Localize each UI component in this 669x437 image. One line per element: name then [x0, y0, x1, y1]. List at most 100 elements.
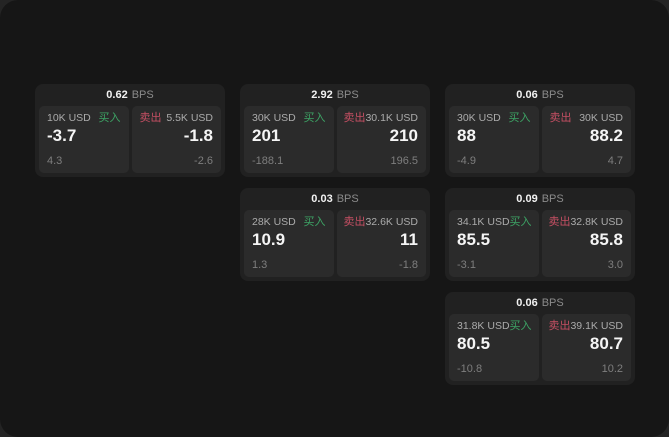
quote-card: 0.03 BPS 28K USD 买入 10.9 1.3 32.6K USD 卖…: [240, 188, 430, 281]
card-body: 30K USD 买入 201 -188.1 30.1K USD 卖出 210 1…: [240, 106, 430, 177]
sell-price: 80.7: [589, 334, 623, 353]
bps-value: 0.62: [106, 89, 128, 101]
sell-label: 卖出: [139, 112, 162, 124]
card-body: 31.8K USD 买入 80.5 -10.8 39.1K USD 卖出 80.…: [445, 314, 635, 385]
buy-panel[interactable]: 31.8K USD 买入 80.5 -10.8: [449, 314, 539, 381]
sell-panel[interactable]: 30K USD 卖出 88.2 4.7: [541, 106, 631, 173]
sell-label: 卖出: [343, 112, 366, 124]
quote-card: 0.06 BPS 31.8K USD 买入 80.5 -10.8 39.1K U…: [445, 292, 635, 385]
sell-panel[interactable]: 30.1K USD 卖出 210 196.5: [336, 106, 426, 173]
buy-label: 买入: [303, 112, 326, 124]
bps-value: 0.09: [516, 193, 538, 205]
bps-unit-label: BPS: [541, 297, 564, 309]
sell-sub-value: 4.7: [607, 155, 623, 167]
buy-price: 85.5: [457, 230, 491, 249]
sell-panel-top: 5.5K USD 卖出: [140, 113, 214, 124]
sell-sub-value: 196.5: [390, 155, 418, 167]
sell-amount: 30K USD: [579, 112, 623, 125]
sell-sub-value: -1.8: [399, 259, 418, 271]
bps-value: 0.06: [516, 297, 538, 309]
sell-label: 卖出: [548, 320, 571, 332]
buy-panel[interactable]: 10K USD 买入 -3.7 4.3: [39, 106, 129, 173]
card-header: 0.62 BPS: [35, 84, 225, 106]
buy-price: 10.9: [252, 230, 286, 249]
sell-price: 11: [400, 230, 418, 249]
buy-panel-top: 30K USD 买入: [457, 113, 531, 124]
buy-label: 买入: [508, 112, 531, 124]
buy-panel-top: 34.1K USD 买入: [457, 216, 532, 229]
bps-unit-label: BPS: [541, 89, 564, 101]
sell-label: 卖出: [549, 112, 572, 124]
buy-label: 买入: [303, 216, 326, 228]
buy-amount: 34.1K USD: [457, 216, 510, 229]
sell-label: 卖出: [343, 216, 366, 228]
buy-sub-value: 1.3: [252, 259, 268, 271]
sell-amount: 32.6K USD: [365, 216, 418, 229]
bps-value: 0.03: [311, 193, 333, 205]
bps-value: 2.92: [311, 89, 333, 101]
sell-panel[interactable]: 39.1K USD 卖出 80.7 10.2: [541, 314, 631, 381]
buy-label: 买入: [98, 112, 121, 124]
buy-sub-value: -4.9: [457, 155, 476, 167]
sell-price: 85.8: [589, 230, 623, 249]
buy-panel[interactable]: 28K USD 买入 10.9 1.3: [244, 210, 334, 277]
buy-label: 买入: [509, 320, 532, 332]
sell-panel-top: 39.1K USD 卖出: [548, 320, 623, 332]
buy-price: 201: [252, 126, 281, 145]
card-body: 30K USD 买入 88 -4.9 30K USD 卖出 88.2 4.7: [445, 106, 635, 177]
sell-amount: 32.8K USD: [570, 216, 623, 229]
bps-unit-label: BPS: [541, 193, 564, 205]
buy-panel-top: 10K USD 买入: [47, 113, 121, 124]
buy-panel[interactable]: 34.1K USD 买入 85.5 -3.1: [449, 210, 539, 277]
card-body: 10K USD 买入 -3.7 4.3 5.5K USD 卖出 -1.8 -2.…: [35, 106, 225, 177]
buy-label: 买入: [509, 216, 532, 228]
sell-amount: 5.5K USD: [166, 112, 213, 125]
buy-price: 88: [457, 126, 476, 145]
sell-price: -1.8: [183, 126, 213, 145]
card-header: 2.92 BPS: [240, 84, 430, 106]
card-body: 34.1K USD 买入 85.5 -3.1 32.8K USD 卖出 85.8…: [445, 210, 635, 281]
cards-grid: 0.62 BPS 10K USD 买入 -3.7 4.3 5.5K USD 卖出…: [35, 84, 635, 385]
buy-panel-top: 31.8K USD 买入: [457, 320, 532, 333]
buy-amount: 30K USD: [457, 112, 501, 125]
buy-amount: 28K USD: [252, 216, 296, 229]
quote-card: 0.62 BPS 10K USD 买入 -3.7 4.3 5.5K USD 卖出…: [35, 84, 225, 177]
card-header: 0.03 BPS: [240, 188, 430, 210]
quote-card: 2.92 BPS 30K USD 买入 201 -188.1 30.1K USD…: [240, 84, 430, 177]
bps-value: 0.06: [516, 89, 538, 101]
buy-panel[interactable]: 30K USD 买入 201 -188.1: [244, 106, 334, 173]
buy-amount: 10K USD: [47, 112, 91, 125]
sell-price: 88.2: [589, 126, 623, 145]
buy-panel-top: 28K USD 买入: [252, 217, 326, 228]
sell-panel-top: 30.1K USD 卖出: [343, 112, 418, 125]
buy-sub-value: -10.8: [457, 363, 483, 375]
sell-panel[interactable]: 32.8K USD 卖出 85.8 3.0: [541, 210, 631, 277]
buy-amount: 30K USD: [252, 112, 296, 125]
buy-sub-value: 4.3: [47, 155, 63, 167]
buy-sub-value: -3.1: [457, 259, 476, 271]
sell-panel[interactable]: 32.6K USD 卖出 11 -1.8: [336, 210, 426, 277]
sell-panel-top: 32.6K USD 卖出: [343, 216, 418, 229]
bps-unit-label: BPS: [131, 89, 154, 101]
sell-panel-top: 30K USD 卖出: [550, 113, 624, 124]
card-header: 0.06 BPS: [445, 292, 635, 314]
buy-amount: 31.8K USD: [457, 320, 510, 333]
card-header: 0.09 BPS: [445, 188, 635, 210]
sell-sub-value: 3.0: [607, 259, 623, 271]
buy-price: -3.7: [47, 126, 77, 145]
sell-sub-value: -2.6: [194, 155, 213, 167]
bps-unit-label: BPS: [336, 89, 359, 101]
buy-sub-value: -188.1: [252, 155, 284, 167]
buy-panel[interactable]: 30K USD 买入 88 -4.9: [449, 106, 539, 173]
bps-unit-label: BPS: [336, 193, 359, 205]
buy-panel-top: 30K USD 买入: [252, 113, 326, 124]
sell-amount: 30.1K USD: [365, 112, 418, 125]
sell-label: 卖出: [548, 216, 571, 228]
buy-price: 80.5: [457, 334, 491, 353]
sell-sub-value: 10.2: [601, 363, 623, 375]
card-header: 0.06 BPS: [445, 84, 635, 106]
sell-price: 210: [389, 126, 418, 145]
sell-panel[interactable]: 5.5K USD 卖出 -1.8 -2.6: [131, 106, 221, 173]
quote-card: 0.09 BPS 34.1K USD 买入 85.5 -3.1 32.8K US…: [445, 188, 635, 281]
